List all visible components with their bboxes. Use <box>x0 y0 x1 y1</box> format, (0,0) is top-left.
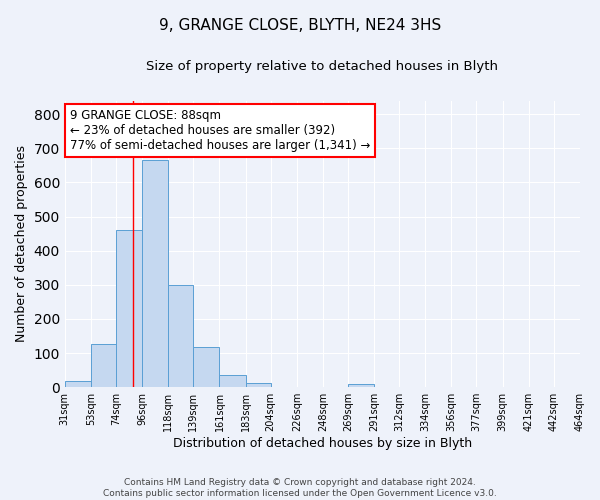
Bar <box>142 160 169 387</box>
Bar <box>91 344 116 387</box>
Y-axis label: Number of detached properties: Number of detached properties <box>15 146 28 342</box>
Bar <box>193 348 220 387</box>
Bar <box>245 383 271 387</box>
Bar <box>116 230 142 387</box>
Text: Contains HM Land Registry data © Crown copyright and database right 2024.
Contai: Contains HM Land Registry data © Crown c… <box>103 478 497 498</box>
Bar <box>65 381 91 387</box>
X-axis label: Distribution of detached houses by size in Blyth: Distribution of detached houses by size … <box>173 437 472 450</box>
Text: 9 GRANGE CLOSE: 88sqm
← 23% of detached houses are smaller (392)
77% of semi-det: 9 GRANGE CLOSE: 88sqm ← 23% of detached … <box>70 109 370 152</box>
Title: Size of property relative to detached houses in Blyth: Size of property relative to detached ho… <box>146 60 499 73</box>
Text: 9, GRANGE CLOSE, BLYTH, NE24 3HS: 9, GRANGE CLOSE, BLYTH, NE24 3HS <box>159 18 441 32</box>
Bar <box>169 285 193 387</box>
Bar <box>348 384 374 387</box>
Bar <box>220 376 245 387</box>
